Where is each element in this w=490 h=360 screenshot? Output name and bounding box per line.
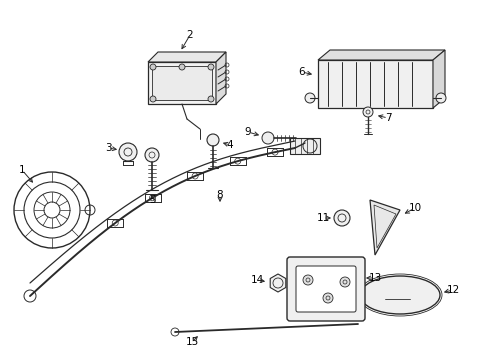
- Bar: [148, 62, 216, 104]
- Text: 15: 15: [185, 337, 198, 347]
- Text: 7: 7: [385, 113, 392, 123]
- Text: 4: 4: [227, 140, 233, 150]
- Circle shape: [208, 64, 214, 70]
- Text: 6: 6: [299, 67, 305, 77]
- Circle shape: [150, 64, 156, 70]
- Circle shape: [145, 148, 159, 162]
- Text: 5: 5: [148, 195, 155, 205]
- Polygon shape: [148, 52, 226, 62]
- Ellipse shape: [360, 276, 440, 314]
- Text: 2: 2: [187, 30, 194, 40]
- Text: 10: 10: [409, 203, 421, 213]
- Polygon shape: [270, 274, 286, 292]
- Text: 3: 3: [105, 143, 111, 153]
- Circle shape: [363, 107, 373, 117]
- Circle shape: [119, 143, 137, 161]
- Text: 1: 1: [19, 165, 25, 175]
- Text: 14: 14: [250, 275, 264, 285]
- Circle shape: [340, 277, 350, 287]
- Circle shape: [303, 275, 313, 285]
- Circle shape: [179, 64, 185, 70]
- Polygon shape: [433, 50, 445, 108]
- Circle shape: [334, 210, 350, 226]
- Text: 13: 13: [368, 273, 382, 283]
- Bar: [290, 138, 320, 154]
- FancyBboxPatch shape: [296, 266, 356, 312]
- Text: 9: 9: [245, 127, 251, 137]
- Circle shape: [305, 93, 315, 103]
- Polygon shape: [318, 50, 445, 60]
- Circle shape: [323, 293, 333, 303]
- Polygon shape: [370, 200, 400, 255]
- Text: 8: 8: [217, 190, 223, 200]
- Circle shape: [208, 96, 214, 102]
- Circle shape: [150, 96, 156, 102]
- Circle shape: [262, 132, 274, 144]
- Circle shape: [436, 93, 446, 103]
- Polygon shape: [216, 52, 226, 104]
- Bar: [318, 60, 433, 108]
- Bar: [152, 66, 212, 100]
- FancyBboxPatch shape: [287, 257, 365, 321]
- Text: 11: 11: [317, 213, 330, 223]
- Text: 12: 12: [446, 285, 460, 295]
- Circle shape: [207, 134, 219, 146]
